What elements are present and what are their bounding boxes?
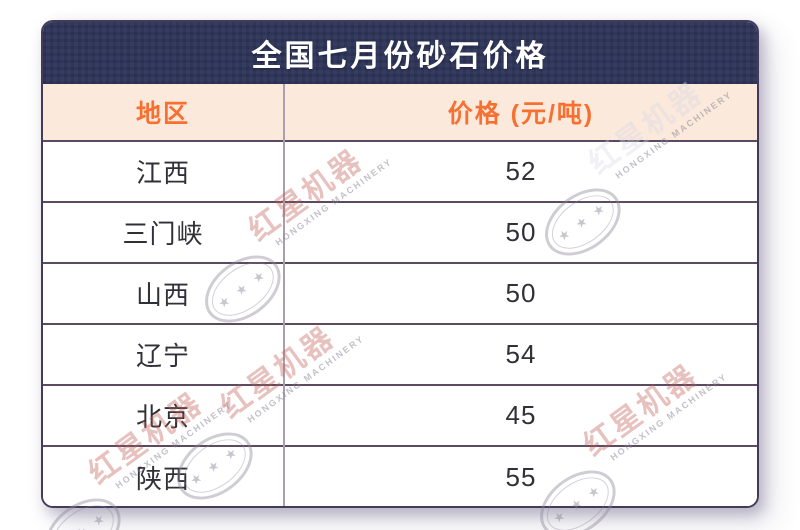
table-row: 陕西 55 <box>43 445 757 506</box>
price-table-card: 全国七月份砂石价格 地区 价格 (元/吨) 江西 52 三门峡 50 山西 <box>41 20 759 508</box>
page-title: 全国七月份砂石价格 <box>251 40 549 73</box>
table-row: 北京 45 <box>43 384 757 446</box>
table-row: 江西 52 <box>43 140 757 202</box>
price-cell: 52 <box>283 140 757 202</box>
table-row: 三门峡 50 <box>43 201 757 263</box>
table-header-row: 地区 价格 (元/吨) <box>43 84 757 141</box>
price-cell: 50 <box>283 201 757 263</box>
table-row: 辽宁 54 <box>43 323 757 385</box>
column-header-region: 地区 <box>43 84 284 141</box>
region-cell: 北京 <box>43 384 284 446</box>
price-cell: 50 <box>283 262 757 324</box>
table-title-bar: 全国七月份砂石价格 <box>43 22 757 84</box>
region-cell: 辽宁 <box>43 323 284 385</box>
region-cell: 山西 <box>43 262 284 324</box>
price-table: 地区 价格 (元/吨) 江西 52 三门峡 50 山西 50 辽宁 54 <box>43 84 757 506</box>
price-cell: 54 <box>283 323 757 385</box>
region-cell: 江西 <box>43 140 284 202</box>
price-cell: 45 <box>283 384 757 446</box>
table-row: 山西 50 <box>43 262 757 324</box>
region-cell: 三门峡 <box>43 201 284 263</box>
price-cell: 55 <box>283 445 757 506</box>
column-header-price: 价格 (元/吨) <box>283 84 757 141</box>
region-cell: 陕西 <box>43 445 284 506</box>
